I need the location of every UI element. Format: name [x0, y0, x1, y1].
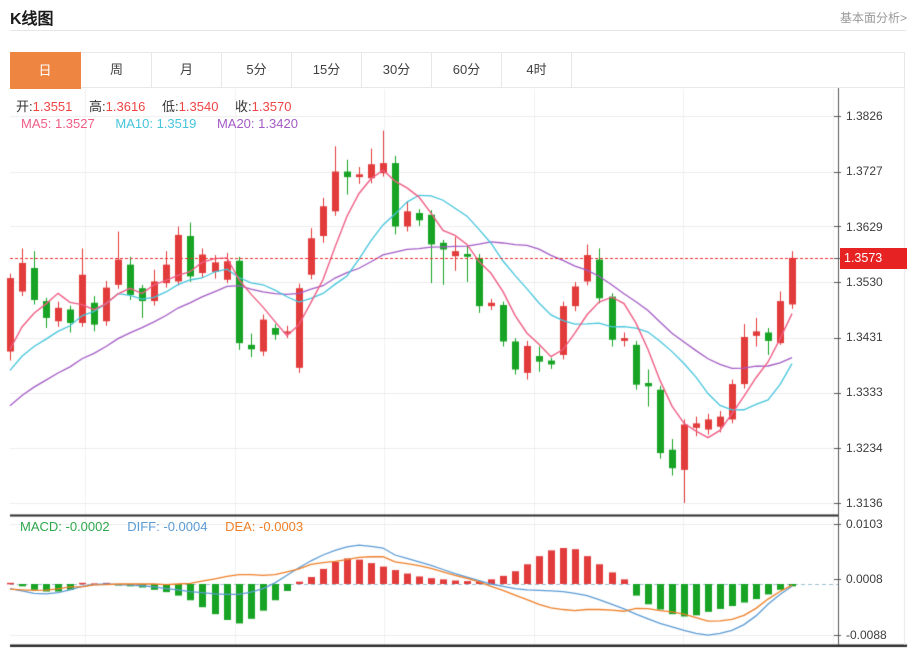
ma5-legend: MA5: 1.3527	[21, 116, 95, 131]
tab-30min[interactable]: 30分	[362, 53, 432, 87]
macd-value: MACD: -0.0002	[20, 519, 110, 534]
high-label: 高:	[89, 99, 106, 114]
tab-week[interactable]: 周	[82, 53, 152, 87]
low-value: 1.3540	[178, 99, 219, 114]
ma10-legend: MA10: 1.3519	[115, 116, 197, 131]
price-tick: 1.3333	[846, 385, 883, 399]
tab-day[interactable]: 日	[10, 52, 81, 89]
dea-value: DEA: -0.0003	[225, 519, 304, 534]
price-tick: 1.3629	[846, 220, 883, 234]
tab-5min[interactable]: 5分	[222, 53, 292, 87]
price-tick: 1.3530	[846, 275, 883, 289]
price-tick: 1.3431	[846, 330, 883, 344]
ohlc-legend: 开:1.3551 高:1.3616 低:1.3540 收:1.3570	[16, 96, 304, 115]
high-value: 1.3616	[105, 99, 146, 114]
macd-tick: -0.0088	[846, 628, 887, 642]
price-tick: 1.3136	[846, 496, 883, 510]
price-tick: 1.3826	[846, 109, 883, 123]
period-tabbar: 日 周 月 5分 15分 30分 60分 4时	[10, 52, 905, 89]
tab-60min[interactable]: 60分	[432, 53, 502, 87]
price-tick: 1.3234	[846, 441, 883, 455]
current-price-badge: 1.3573	[840, 248, 907, 269]
macd-tick: 0.0008	[846, 572, 883, 586]
tab-15min[interactable]: 15分	[292, 53, 362, 87]
diff-value: DIFF: -0.0004	[127, 519, 208, 534]
tab-4hour[interactable]: 4时	[502, 53, 572, 87]
close-value: 1.3570	[251, 99, 292, 114]
open-value: 1.3551	[32, 99, 73, 114]
macd-tick: 0.0103	[846, 517, 883, 531]
tab-month[interactable]: 月	[152, 53, 222, 87]
ma20-legend: MA20: 1.3420	[216, 116, 298, 131]
close-label: 收:	[235, 99, 252, 114]
macd-legend: MACD: -0.0002 DIFF: -0.0004 DEA: -0.0003	[20, 519, 303, 534]
ma-legend: MA5: 1.3527 MA10: 1.3519 MA20: 1.3420	[21, 116, 298, 131]
price-tick: 1.3727	[846, 164, 883, 178]
open-label: 开:	[16, 99, 33, 114]
low-label: 低:	[162, 99, 179, 114]
